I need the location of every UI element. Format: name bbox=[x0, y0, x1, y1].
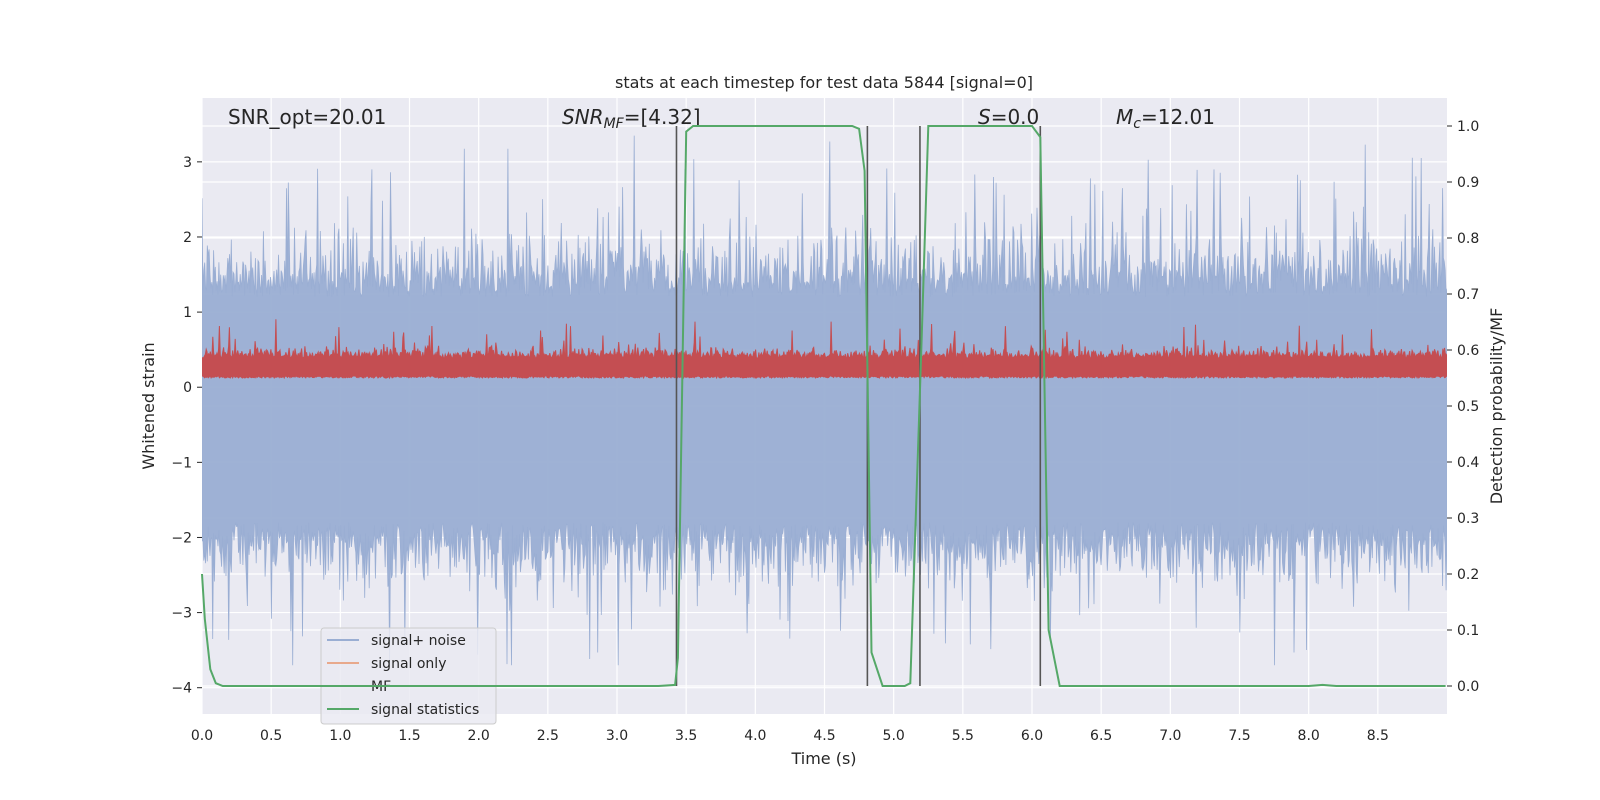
y-tick-label: −1 bbox=[171, 455, 192, 471]
y-tick-label: −2 bbox=[171, 530, 192, 546]
snr-mf-subscript: MF bbox=[604, 116, 625, 132]
chart-title: stats at each timestep for test data 584… bbox=[615, 73, 1033, 92]
series-mf bbox=[202, 319, 1447, 380]
y-tick-label: 0 bbox=[183, 380, 192, 396]
x-tick-label: 1.5 bbox=[398, 728, 420, 744]
legend-label-signal-only: signal only bbox=[371, 656, 446, 672]
x-axis-label: Time (s) bbox=[790, 749, 856, 768]
x-tick-label: 8.0 bbox=[1298, 728, 1320, 744]
right-tick-label: 0.6 bbox=[1457, 343, 1479, 359]
annotation-mc: Mc=12.01 bbox=[1116, 105, 1215, 132]
right-tick-label: 0.2 bbox=[1457, 567, 1479, 583]
series-signal-noise bbox=[202, 135, 1447, 666]
mc-prefix: M bbox=[1116, 105, 1133, 129]
mc-subscript: c bbox=[1133, 116, 1141, 132]
y-tick-label: 3 bbox=[183, 155, 192, 171]
legend-label-signal-noise: signal+ noise bbox=[371, 633, 466, 649]
right-tick-label: 0.5 bbox=[1457, 399, 1479, 415]
legend-box bbox=[320, 627, 497, 725]
y-axis-label: Whitened strain bbox=[139, 342, 158, 469]
x-tick-label: 7.0 bbox=[1159, 728, 1181, 744]
series-signal-statistics bbox=[201, 125, 1446, 687]
right-tick-label: 0.8 bbox=[1457, 231, 1479, 247]
x-tick-label: 2.5 bbox=[537, 728, 559, 744]
annotation-snr-mf: SNRMF=[4.32] bbox=[562, 105, 701, 132]
x-tick-label: 0.0 bbox=[191, 728, 213, 744]
right-tick-label: 1.0 bbox=[1457, 119, 1479, 135]
x-tick-label: 6.0 bbox=[1021, 728, 1043, 744]
x-axis-ticks: 0.0 0.5 1.0 1.5 2.0 2.5 3.0 3.5 4.0 4.5 5.0 5.5 6.0 6… bbox=[191, 728, 1389, 744]
y-tick-label: 2 bbox=[183, 230, 192, 246]
x-tick-label: 5.5 bbox=[952, 728, 974, 744]
y-axis-ticks: 3 2 1 0 −1 −2 −3 −4 bbox=[171, 155, 202, 697]
right-tick-label: 0.4 bbox=[1457, 455, 1479, 471]
legend: signal+ noise signal only MF signal stat… bbox=[320, 627, 497, 725]
annotation-snr-opt: SNR_opt=20.01 bbox=[228, 105, 386, 129]
x-tick-label: 3.0 bbox=[606, 728, 628, 744]
x-tick-label: 8.5 bbox=[1367, 728, 1389, 744]
x-tick-label: 3.5 bbox=[675, 728, 697, 744]
x-tick-label: 5.0 bbox=[883, 728, 905, 744]
x-tick-label: 2.0 bbox=[468, 728, 490, 744]
right-tick-label: 0.7 bbox=[1457, 287, 1479, 303]
right-axis-ticks: 1.0 0.9 0.8 0.7 0.6 0.5 0.4 0.3 0.2 0.1 0.0 bbox=[1447, 119, 1479, 695]
y-tick-label: 1 bbox=[183, 305, 192, 321]
snr-mf-prefix: SNR bbox=[562, 105, 604, 129]
x-tick-label: 4.5 bbox=[813, 728, 835, 744]
y-tick-label: −4 bbox=[171, 681, 192, 697]
x-tick-label: 0.5 bbox=[260, 728, 282, 744]
right-tick-label: 0.1 bbox=[1457, 623, 1479, 639]
y-tick-label: −3 bbox=[171, 606, 192, 622]
x-tick-label: 6.5 bbox=[1090, 728, 1112, 744]
right-axis-label: Detection probability/MF bbox=[1487, 308, 1506, 505]
legend-label-signal-statistics: signal statistics bbox=[371, 702, 479, 718]
x-tick-label: 1.0 bbox=[329, 728, 351, 744]
snr-mf-value: =[4.32] bbox=[624, 105, 701, 129]
x-tick-label: 7.5 bbox=[1228, 728, 1250, 744]
x-tick-label: 4.0 bbox=[744, 728, 766, 744]
right-tick-label: 0.3 bbox=[1457, 511, 1479, 527]
s-prefix: S bbox=[978, 105, 991, 129]
right-tick-label: 0.0 bbox=[1457, 679, 1479, 695]
mc-value: =12.01 bbox=[1141, 105, 1215, 129]
plot-area bbox=[202, 135, 1447, 666]
right-tick-label: 0.9 bbox=[1457, 175, 1479, 191]
